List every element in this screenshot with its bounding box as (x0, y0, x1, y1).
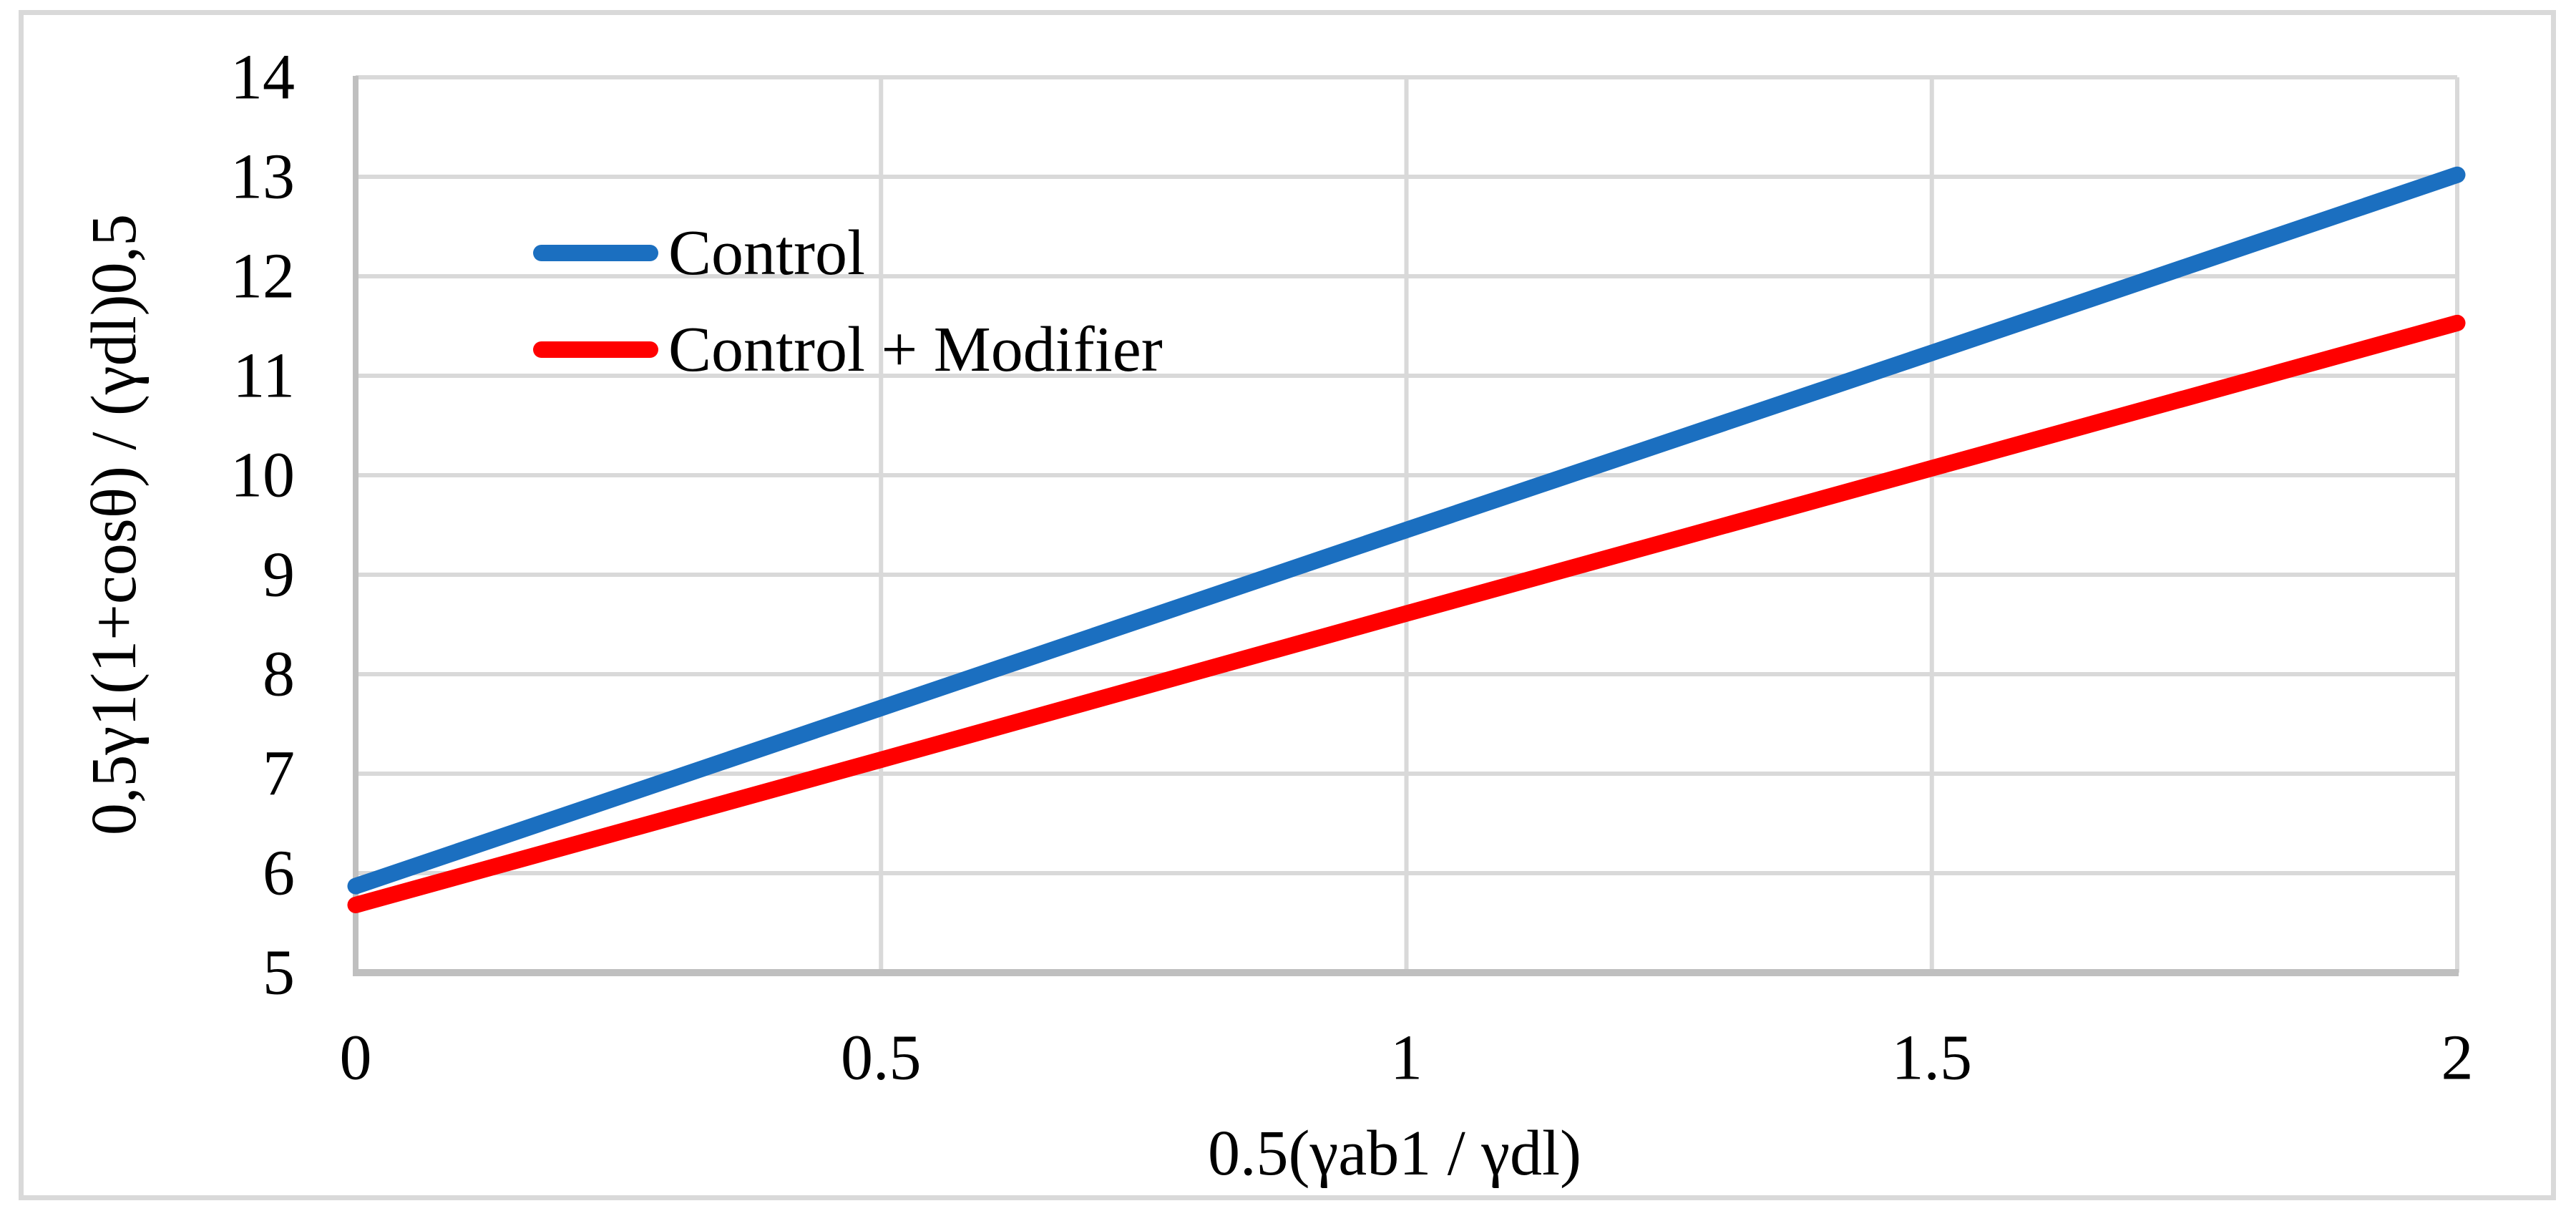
legend: Control Control + Modifier (533, 205, 1163, 398)
legend-label-control-modifier: Control + Modifier (668, 313, 1163, 385)
y-tick-label: 8 (263, 639, 295, 710)
y-tick-label: 13 (230, 142, 295, 213)
y-axis-title: 0,5γ1(1+cosθ) / (γdl)0,5 (79, 213, 150, 836)
y-tick-label: 6 (263, 838, 295, 909)
legend-item-control-modifier: Control + Modifier (533, 301, 1163, 398)
y-tick-label: 9 (263, 540, 295, 610)
x-axis-title: 0.5(γab1 / γdl) (1208, 1118, 1581, 1189)
legend-label-control: Control (668, 217, 866, 288)
x-tick-label: 0.5 (841, 1023, 922, 1094)
series-line-control (347, 166, 2466, 895)
y-tick-label: 11 (233, 341, 295, 412)
x-tick-label: 1 (1390, 1023, 1423, 1094)
legend-line-swatch-control (533, 245, 658, 261)
y-tick-label: 12 (230, 241, 295, 312)
legend-line-swatch-control-modifier (533, 341, 658, 358)
x-tick-label: 1.5 (1892, 1023, 1973, 1094)
y-tick-label: 10 (230, 440, 295, 511)
y-tick-label: 7 (263, 739, 295, 809)
series-line-control-modifier (347, 314, 2466, 913)
y-tick-label: 5 (263, 938, 295, 1008)
chart-border-frame (19, 10, 2556, 1200)
y-tick-label: 14 (230, 42, 295, 113)
legend-item-control: Control (533, 205, 1163, 301)
x-tick-label: 0 (340, 1023, 372, 1094)
x-tick-label: 2 (2441, 1023, 2474, 1094)
